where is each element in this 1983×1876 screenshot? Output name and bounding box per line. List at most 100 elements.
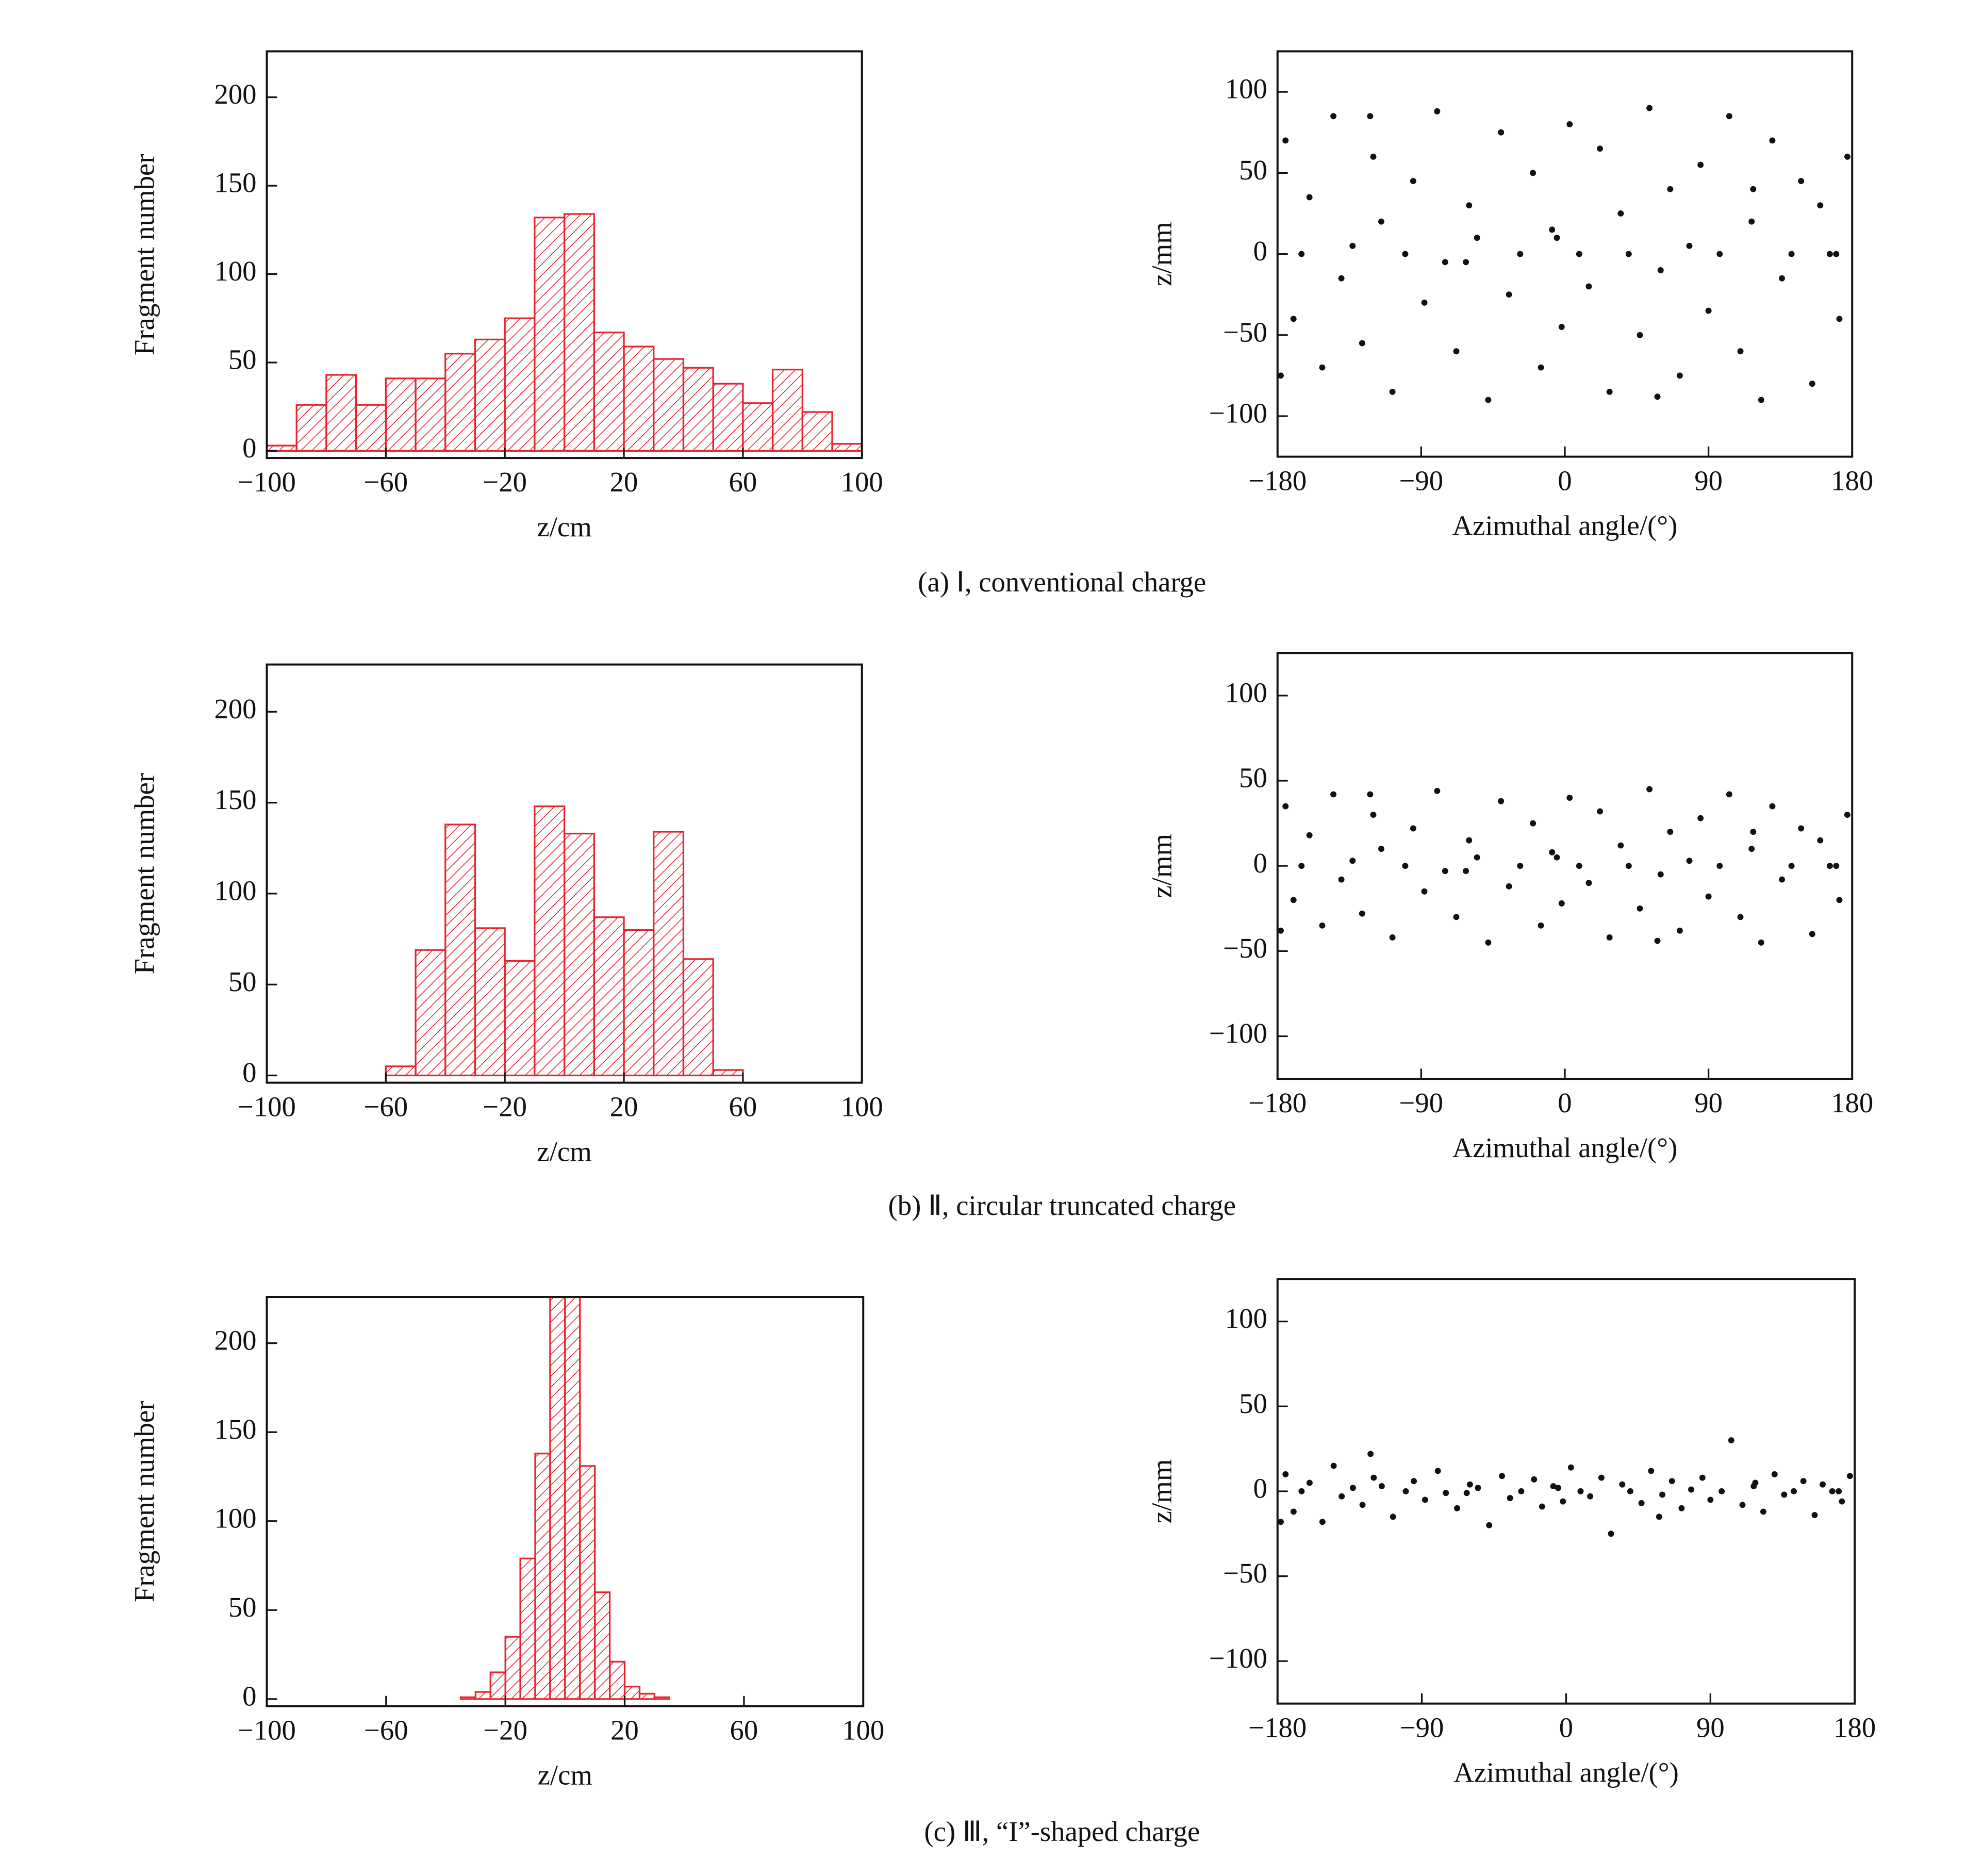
point xyxy=(1463,259,1469,266)
point xyxy=(1290,1508,1297,1515)
point xyxy=(1566,795,1573,801)
point xyxy=(1567,1464,1574,1471)
point xyxy=(1619,1481,1626,1488)
bar xyxy=(489,1671,506,1700)
bar xyxy=(712,383,744,452)
point xyxy=(1836,1488,1842,1494)
point xyxy=(1434,787,1441,794)
point xyxy=(1306,1479,1313,1486)
point xyxy=(1817,202,1824,209)
x-tick-label: 100 xyxy=(841,1091,883,1122)
point xyxy=(1638,1500,1645,1506)
point xyxy=(1499,1473,1506,1479)
bar xyxy=(801,411,833,452)
x-tick-label: −20 xyxy=(483,1714,527,1746)
plot-frame xyxy=(266,1296,865,1707)
bar xyxy=(504,960,536,1077)
point xyxy=(1549,849,1556,855)
x-tick-label: −180 xyxy=(1248,1712,1307,1743)
bar xyxy=(563,832,595,1077)
point xyxy=(1667,829,1674,835)
point xyxy=(1422,1496,1428,1503)
x-tick-label: 100 xyxy=(841,466,883,498)
bar xyxy=(579,1465,596,1700)
y-tick-label: 0 xyxy=(242,1680,256,1712)
point xyxy=(1506,291,1512,298)
point xyxy=(1585,880,1592,886)
point xyxy=(1498,129,1505,136)
y-tick-label: 150 xyxy=(214,784,256,815)
x-tick-label: 90 xyxy=(1696,1712,1725,1743)
point xyxy=(1538,364,1544,371)
point xyxy=(1705,893,1712,900)
x-tick-label: 180 xyxy=(1833,1712,1876,1743)
point xyxy=(1676,927,1683,934)
point xyxy=(1378,218,1384,225)
point xyxy=(1378,846,1384,852)
caption: (a) Ⅰ, conventional charge xyxy=(918,566,1206,598)
bar xyxy=(355,404,387,452)
x-tick-label: −100 xyxy=(238,1091,296,1122)
point xyxy=(1442,868,1448,875)
bar xyxy=(504,317,536,452)
point xyxy=(1338,876,1345,883)
point xyxy=(1517,251,1524,257)
point xyxy=(1454,1505,1461,1511)
y-tick-label: 100 xyxy=(214,1502,256,1534)
x-tick-label: −60 xyxy=(364,1091,408,1122)
point xyxy=(1453,348,1460,355)
point xyxy=(1844,153,1850,160)
x-axis-label: Azimuthal angle/(°) xyxy=(1453,1757,1679,1788)
bar xyxy=(564,1297,581,1700)
x-tick-label: 180 xyxy=(1831,465,1873,496)
point xyxy=(1637,332,1643,338)
point xyxy=(1277,927,1284,934)
x-axis-label: Azimuthal angle/(°) xyxy=(1452,1132,1678,1163)
x-tick-label: 20 xyxy=(610,1714,639,1746)
point xyxy=(1330,791,1337,798)
point xyxy=(1539,1503,1545,1510)
x-tick-label: 90 xyxy=(1694,1087,1723,1118)
point xyxy=(1367,791,1374,798)
y-tick-label: −100 xyxy=(1209,1642,1267,1674)
y-tick-label: 100 xyxy=(1225,73,1267,105)
point xyxy=(1726,113,1732,120)
x-tick-label: −20 xyxy=(483,1091,527,1122)
point xyxy=(1779,275,1785,282)
point xyxy=(1748,846,1755,852)
point xyxy=(1531,1476,1538,1483)
point xyxy=(1657,871,1664,878)
point xyxy=(1836,897,1843,903)
point xyxy=(1716,251,1723,257)
bar xyxy=(623,345,655,452)
point xyxy=(1306,194,1313,201)
point xyxy=(1306,832,1313,838)
point xyxy=(1748,218,1755,225)
bar xyxy=(653,831,685,1077)
point xyxy=(1453,914,1460,920)
point xyxy=(1667,186,1674,192)
point xyxy=(1367,113,1374,120)
plot-area xyxy=(385,805,744,1077)
point xyxy=(1758,397,1764,403)
point xyxy=(1625,251,1632,257)
point xyxy=(1443,1490,1449,1496)
point xyxy=(1466,837,1473,844)
bar xyxy=(325,374,357,452)
x-axis-label: z/cm xyxy=(538,1759,592,1791)
point xyxy=(1389,934,1396,941)
point xyxy=(1466,202,1473,209)
point xyxy=(1474,854,1480,861)
point xyxy=(1359,1502,1366,1508)
point xyxy=(1576,251,1582,257)
point xyxy=(1298,1488,1305,1494)
bar xyxy=(712,1069,744,1077)
point xyxy=(1728,1437,1734,1444)
y-tick-label: −100 xyxy=(1209,1017,1267,1049)
x-tick-label: −180 xyxy=(1248,465,1307,496)
y-axis-label: Fragment number xyxy=(129,773,160,975)
point xyxy=(1298,251,1305,257)
bar xyxy=(415,949,447,1077)
point xyxy=(1330,1462,1337,1469)
